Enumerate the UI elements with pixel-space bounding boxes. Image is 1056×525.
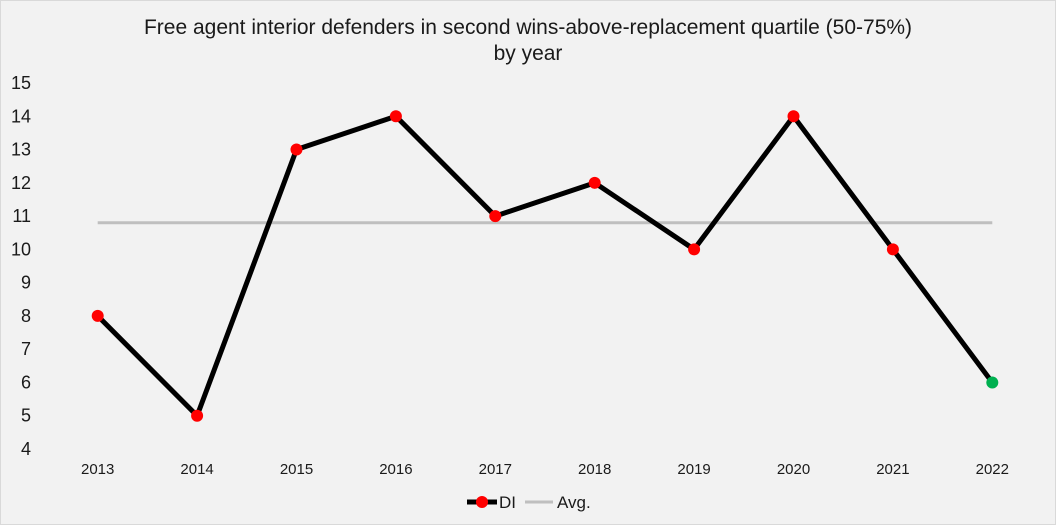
y-tick-label: 5 bbox=[21, 406, 31, 426]
y-tick-label: 12 bbox=[11, 173, 31, 193]
y-tick-label: 14 bbox=[11, 106, 31, 126]
x-tick-label: 2019 bbox=[677, 461, 710, 478]
data-point bbox=[389, 110, 402, 123]
data-point bbox=[688, 243, 701, 256]
x-tick-label: 2014 bbox=[180, 461, 213, 478]
legend-label-di: DI bbox=[499, 493, 516, 512]
y-tick-label: 13 bbox=[11, 140, 31, 160]
x-axis: 2013 2014 2015 2016 2017 2018 2019 2020 2021 2022 bbox=[81, 461, 1009, 478]
x-tick-label: 2021 bbox=[876, 461, 909, 478]
x-tick-label: 2018 bbox=[578, 461, 611, 478]
y-axis: 4 5 6 7 8 9 10 11 12 13 14 15 bbox=[11, 73, 31, 459]
y-tick-label: 7 bbox=[21, 339, 31, 359]
data-point bbox=[588, 176, 601, 189]
y-tick-label: 10 bbox=[11, 239, 31, 259]
data-point bbox=[886, 243, 899, 256]
y-tick-label: 4 bbox=[21, 439, 31, 459]
legend: DI Avg. bbox=[467, 493, 591, 512]
legend-label-avg: Avg. bbox=[557, 493, 591, 512]
chart-title: Free agent interior defenders in second … bbox=[144, 16, 912, 39]
data-point bbox=[91, 309, 104, 322]
data-point bbox=[191, 409, 204, 422]
data-point bbox=[986, 376, 999, 389]
x-tick-label: 2020 bbox=[777, 461, 810, 478]
y-tick-label: 8 bbox=[21, 306, 31, 326]
plot-area bbox=[91, 110, 999, 422]
series-line-di bbox=[95, 113, 995, 419]
x-tick-label: 2015 bbox=[280, 461, 313, 478]
y-tick-label: 9 bbox=[21, 273, 31, 293]
data-point bbox=[290, 143, 303, 156]
data-point bbox=[787, 110, 800, 123]
x-tick-label: 2017 bbox=[479, 461, 512, 478]
x-tick-label: 2016 bbox=[379, 461, 412, 478]
data-point bbox=[489, 210, 502, 223]
x-tick-label: 2013 bbox=[81, 461, 114, 478]
y-tick-label: 15 bbox=[11, 73, 31, 93]
legend-marker-di bbox=[476, 496, 488, 508]
y-tick-label: 11 bbox=[12, 206, 31, 226]
y-tick-label: 6 bbox=[21, 372, 31, 392]
x-tick-label: 2022 bbox=[976, 461, 1009, 478]
chart-subtitle: by year bbox=[494, 42, 563, 65]
